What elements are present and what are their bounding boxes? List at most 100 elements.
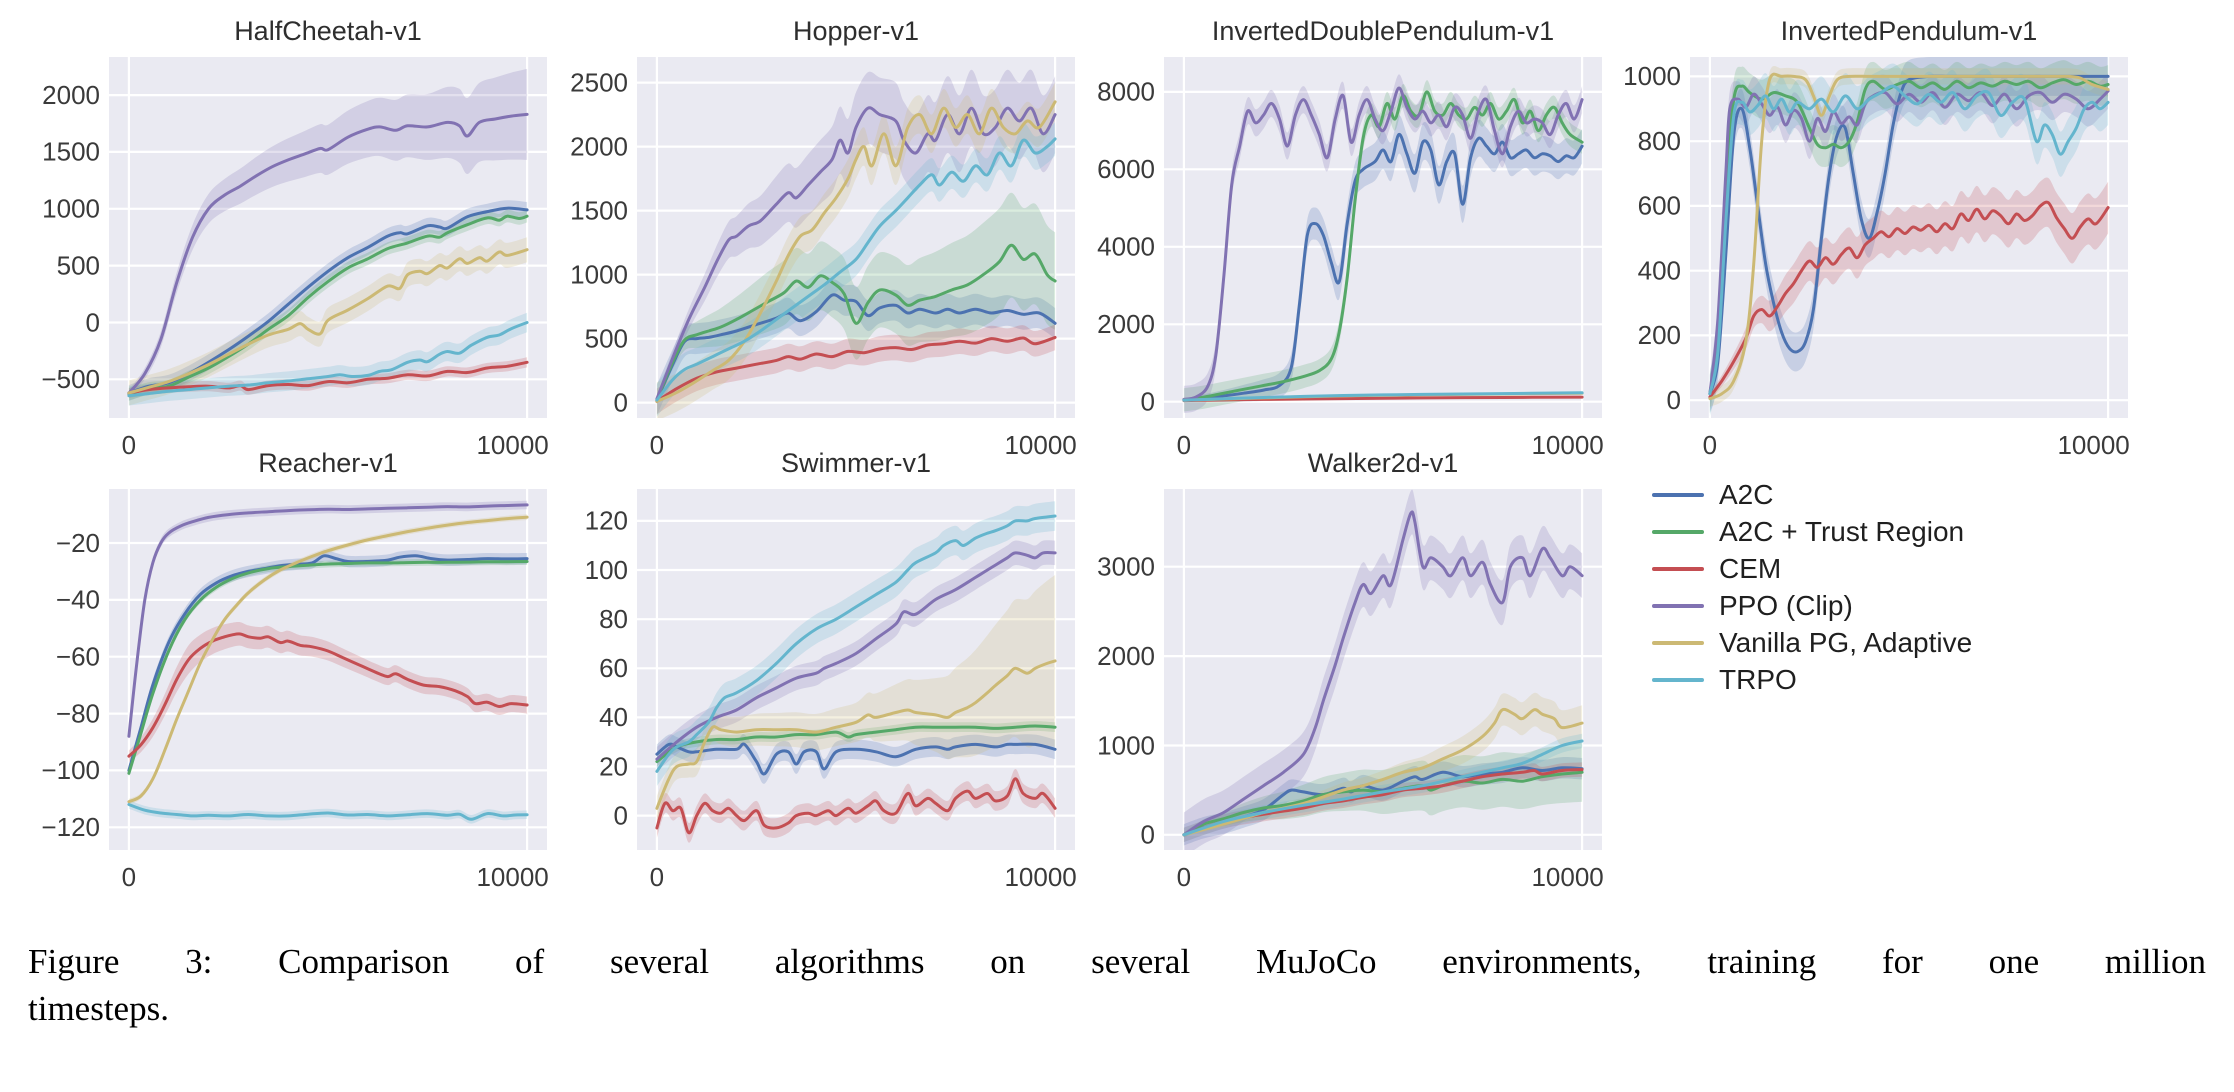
chart-title: Swimmer-v1 (781, 448, 931, 478)
chart-title: HalfCheetah-v1 (234, 16, 422, 46)
legend-line-swatch-vanilla-pg-adaptive (1652, 640, 1704, 645)
y-tick-label: 80 (599, 604, 628, 634)
y-tick-label: 120 (585, 506, 628, 536)
series-line (655, 551, 1057, 761)
x-tick-label: 1000000 (476, 862, 548, 892)
chart-hopper: 0500100015002000250001000000Hopper-v1 (546, 10, 1106, 460)
y-tick-label: 2000 (42, 80, 100, 110)
series-band (656, 575, 1056, 821)
series-band (1183, 692, 1583, 837)
y-tick-label: 1000 (1623, 61, 1681, 91)
series-line (655, 777, 1057, 835)
y-tick-label: 40 (599, 702, 628, 732)
series-band (656, 721, 1056, 767)
series-band (1709, 177, 2109, 401)
chart-svg: 0500100015002000250001000000Hopper-v1 (570, 16, 1106, 460)
series-line (127, 632, 529, 758)
series-band (1183, 74, 1583, 414)
series-line (127, 321, 529, 398)
y-tick-label: 500 (585, 323, 628, 353)
legend-label-ppo-clip: PPO (Clip) (1719, 589, 1853, 621)
legend-entry-cem: CEM (1652, 550, 1972, 587)
x-tick-label: 0 (1177, 862, 1191, 892)
y-tick-label: 0 (614, 800, 628, 830)
x-tick-label: 0 (122, 862, 136, 892)
series-band (128, 68, 528, 397)
chart-swimmer: 0 20 40 60 80 100 120 0 1000000 Swimmer-v1 (546, 442, 1106, 892)
x-tick-label: 1000000 (2057, 430, 2129, 460)
chart-svg: −120 −100 −80 −60 −40 −20 0 1000000 Reacher-v1 (41, 448, 577, 892)
y-tick-label: 800 (1638, 126, 1681, 156)
series-line (1182, 133, 1584, 402)
series-line (1708, 200, 2110, 399)
y-tick-label: 2000 (1097, 641, 1155, 671)
y-tick-label: −100 (41, 755, 100, 785)
chart-svg: 0 1000 2000 3000 0 1000000 Walker2d-v1 (1097, 448, 1633, 892)
series-line (1182, 739, 1584, 837)
series-line (127, 112, 529, 395)
y-tick-label: −40 (56, 585, 100, 615)
series-line (127, 360, 529, 395)
y-tick-label: −60 (56, 642, 100, 672)
figure-caption: Figure 3: Comparison of several algorith… (28, 938, 2206, 1032)
y-tick-label: −80 (56, 698, 100, 728)
legend-entry-vanilla-pg-adaptive: Vanilla PG, Adaptive (1652, 624, 1972, 661)
legend-entry-trpo: TRPO (1652, 661, 1972, 698)
y-tick-label: 0 (1141, 820, 1155, 850)
legend-entry-ppo-clip: PPO (Clip) (1652, 587, 1972, 624)
legend-line-swatch-a2c-trust-region (1652, 529, 1704, 534)
chart-invertedpendulum: 0 200 400 600 800 1000 0 1000000 InvertedPendulu… (1599, 10, 2159, 460)
y-tick-label: 0 (1667, 385, 1681, 415)
y-tick-label: 1000 (42, 194, 100, 224)
series-line (1182, 707, 1584, 837)
y-tick-label: 1000 (1097, 730, 1155, 760)
series-band (656, 122, 1056, 417)
legend-entry-a2c-trust-region: A2C + Trust Region (1652, 513, 1972, 550)
series-line (1708, 72, 2110, 401)
series-line (127, 560, 529, 775)
x-tick-label: 0 (1177, 430, 1191, 460)
series-line (1182, 86, 1584, 401)
chart-svg: 0200040006000800001000000InvertedDoubleP… (1097, 16, 1633, 460)
chart-title: Hopper-v1 (793, 16, 919, 46)
series-line (1182, 768, 1584, 837)
series-line (655, 137, 1057, 402)
chart-title: Reacher-v1 (258, 448, 398, 478)
y-tick-label: 0 (614, 387, 628, 417)
series-line (1182, 766, 1584, 837)
y-tick-label: 20 (599, 751, 628, 781)
series-line (1182, 90, 1584, 402)
chart-halfcheetah: −500050010001500200001000000HalfCheetah-… (18, 10, 577, 460)
y-tick-label: −120 (41, 812, 100, 842)
legend-line-swatch-cem (1652, 566, 1704, 571)
caption-line-1: Figure 3: Comparison of several algorith… (28, 942, 2206, 981)
y-tick-label: 0 (1141, 387, 1155, 417)
y-tick-label: −500 (41, 364, 100, 394)
chart-svg: 0 20 40 60 80 100 120 0 1000000 Swimmer-v1 (585, 448, 1106, 892)
y-tick-label: 600 (1638, 191, 1681, 221)
legend-line-swatch-trpo (1652, 677, 1704, 682)
y-tick-label: 2000 (570, 131, 628, 161)
series-line (1182, 391, 1584, 402)
series-band (656, 192, 1056, 404)
series-band (1183, 115, 1583, 402)
x-tick-label: 0 (122, 430, 136, 460)
series-line (1708, 84, 2110, 396)
caption-line-2: timesteps. (28, 989, 169, 1028)
series-line (127, 554, 529, 772)
series-line (655, 742, 1057, 776)
series-band (1183, 757, 1583, 846)
legend-label-cem: CEM (1719, 552, 1782, 584)
plot-background (109, 57, 547, 418)
series-line (655, 293, 1057, 402)
chart-svg: 0 200 400 600 800 1000 0 1000000 InvertedPendulu… (1623, 16, 2159, 460)
legend-label-vanilla-pg-adaptive: Vanilla PG, Adaptive (1719, 626, 1973, 658)
chart-title: InvertedPendulum-v1 (1781, 16, 2038, 46)
y-tick-label: 0 (86, 307, 100, 337)
series-line (655, 514, 1057, 773)
chart-title: InvertedDoublePendulum-v1 (1212, 16, 1554, 46)
series-band (656, 324, 1056, 415)
x-tick-label: 1000000 (1004, 862, 1076, 892)
y-tick-label: 3000 (1097, 552, 1155, 582)
